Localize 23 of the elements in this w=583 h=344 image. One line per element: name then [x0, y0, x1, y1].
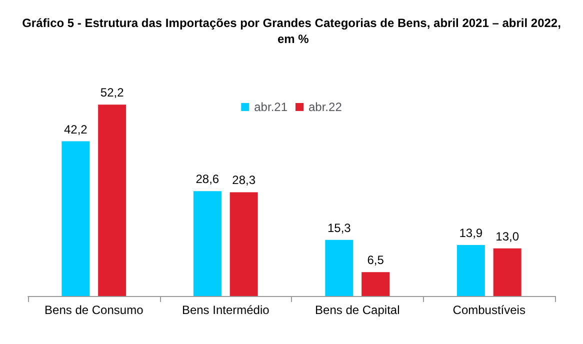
- data-label: 52,2: [100, 86, 124, 100]
- x-tick-label: Bens de Consumo: [44, 303, 144, 317]
- bar: [456, 245, 485, 296]
- bar: [193, 191, 222, 296]
- x-tick-label: Bens Intermédio: [182, 303, 270, 317]
- data-label: 15,3: [327, 220, 352, 235]
- bar: [493, 248, 522, 296]
- data-label: 42,2: [64, 122, 88, 136]
- bar: [230, 192, 258, 296]
- data-label: 28,3: [232, 173, 256, 188]
- x-tick-label: Bens de Capital: [315, 303, 400, 317]
- bar: [98, 104, 126, 296]
- chart-title: Gráfico 5 - Estrutura das Importações por Grandes Categorias de Bens, abril 2021 – abril 2022, em %: [22, 16, 561, 46]
- bar: [362, 272, 390, 296]
- data-label: 13,0: [496, 229, 520, 244]
- data-label: 6,5: [367, 253, 384, 268]
- x-tick-label: Combustíveis: [452, 303, 526, 317]
- bar: [325, 240, 354, 296]
- data-label: 13,9: [459, 226, 483, 240]
- legend-label: abr.22: [308, 100, 342, 114]
- legend-label: abr.21: [254, 100, 288, 114]
- data-label: 28,6: [196, 172, 220, 186]
- bar: [62, 141, 90, 296]
